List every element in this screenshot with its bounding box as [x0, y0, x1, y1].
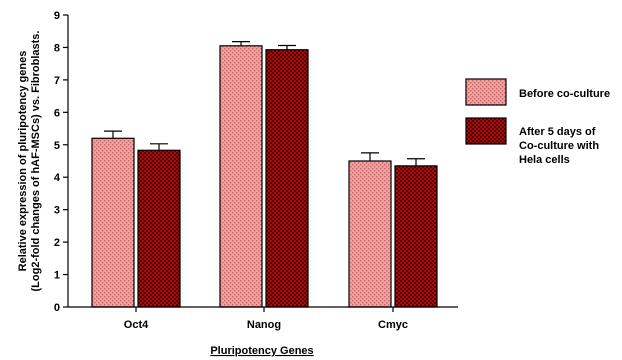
- bar-oct4-series-2: [137, 149, 181, 308]
- legend-label-line: Co-culture with: [519, 140, 599, 152]
- y-tick-label: 3: [54, 205, 60, 217]
- x-tick-label-oct4: Oct4: [124, 319, 149, 331]
- bar-oct4-series-1: [91, 137, 135, 308]
- bar-cmyc-series-2: [394, 165, 438, 308]
- legend-swatch-series-1: [465, 78, 507, 106]
- legend-swatch-series-2: [465, 117, 507, 145]
- legend-label-series-1: Before co-culture: [519, 88, 610, 100]
- legend-label-series-2: After 5 days of Co-culture with Hela cells: [519, 126, 599, 166]
- y-axis-title: Relative expression of pluripotency gene…: [17, 31, 42, 292]
- y-axis-title-line: Relative expression of pluripotency gene…: [17, 51, 29, 272]
- y-tick-label: 8: [54, 42, 60, 54]
- legend-label-line: Hela cells: [519, 154, 570, 166]
- x-axis-title: Pluripotency Genes: [210, 345, 313, 357]
- y-tick-label: 1: [54, 270, 60, 282]
- y-tick-label: 9: [54, 10, 60, 22]
- x-tick-label-cmyc: Cmyc: [378, 319, 408, 331]
- legend-label-line: After 5 days of: [519, 126, 596, 138]
- bar-nanog-series-1: [219, 45, 263, 308]
- y-tick-label: 2: [54, 237, 60, 249]
- plot-area: [91, 41, 438, 308]
- x-axis: Oct4 Nanog Cmyc: [68, 306, 458, 331]
- y-tick-label: 4: [54, 172, 61, 184]
- y-tick-label: 6: [54, 107, 60, 119]
- y-tick-label: 5: [54, 140, 60, 152]
- legend-label-line: Before co-culture: [519, 88, 610, 100]
- bar-cmyc-series-1: [348, 160, 392, 308]
- y-axis: 0 1 2 3 4 5 6 7 8 9: [54, 10, 69, 314]
- legend: Before co-culture After 5 days of Co-cultu…: [465, 78, 610, 166]
- y-axis-title-line: (Log2-fold changes of hAF-MSCs) vs. Fibr…: [30, 31, 42, 292]
- x-tick-label-nanog: Nanog: [247, 319, 281, 331]
- y-tick-label: 0: [54, 302, 60, 314]
- y-tick-label: 7: [54, 75, 60, 87]
- bar-nanog-series-2: [265, 49, 309, 308]
